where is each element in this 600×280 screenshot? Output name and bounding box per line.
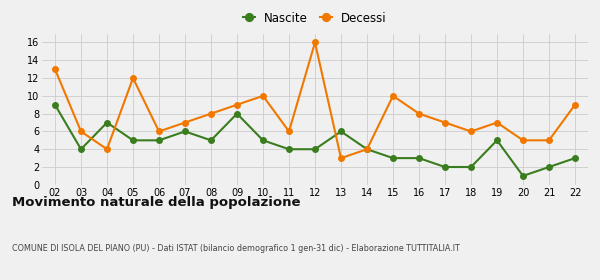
Decessi bbox=[208, 112, 215, 115]
Decessi bbox=[415, 112, 422, 115]
Nascite bbox=[545, 165, 553, 169]
Nascite bbox=[364, 148, 371, 151]
Nascite bbox=[571, 157, 578, 160]
Nascite bbox=[181, 130, 188, 133]
Decessi bbox=[364, 148, 371, 151]
Decessi bbox=[389, 94, 397, 97]
Nascite bbox=[520, 174, 527, 178]
Nascite bbox=[208, 139, 215, 142]
Nascite bbox=[337, 130, 344, 133]
Nascite bbox=[155, 139, 163, 142]
Decessi bbox=[181, 121, 188, 124]
Line: Decessi: Decessi bbox=[52, 40, 578, 161]
Decessi bbox=[442, 121, 449, 124]
Decessi bbox=[286, 130, 293, 133]
Decessi bbox=[77, 130, 85, 133]
Decessi bbox=[493, 121, 500, 124]
Decessi bbox=[103, 148, 110, 151]
Decessi bbox=[130, 76, 137, 80]
Decessi bbox=[233, 103, 241, 106]
Nascite bbox=[233, 112, 241, 115]
Decessi bbox=[259, 94, 266, 97]
Text: COMUNE DI ISOLA DEL PIANO (PU) - Dati ISTAT (bilancio demografico 1 gen-31 dic) : COMUNE DI ISOLA DEL PIANO (PU) - Dati IS… bbox=[12, 244, 460, 253]
Nascite bbox=[442, 165, 449, 169]
Line: Nascite: Nascite bbox=[52, 102, 578, 179]
Text: Movimento naturale della popolazione: Movimento naturale della popolazione bbox=[12, 196, 301, 209]
Nascite bbox=[389, 157, 397, 160]
Decessi bbox=[155, 130, 163, 133]
Nascite bbox=[130, 139, 137, 142]
Nascite bbox=[103, 121, 110, 124]
Nascite bbox=[77, 148, 85, 151]
Nascite bbox=[259, 139, 266, 142]
Decessi bbox=[52, 67, 59, 71]
Nascite bbox=[311, 148, 319, 151]
Nascite bbox=[52, 103, 59, 106]
Decessi bbox=[520, 139, 527, 142]
Nascite bbox=[286, 148, 293, 151]
Decessi bbox=[311, 41, 319, 44]
Decessi bbox=[337, 157, 344, 160]
Nascite bbox=[493, 139, 500, 142]
Decessi bbox=[571, 103, 578, 106]
Decessi bbox=[545, 139, 553, 142]
Legend: Nascite, Decessi: Nascite, Decessi bbox=[243, 12, 387, 25]
Nascite bbox=[415, 157, 422, 160]
Nascite bbox=[467, 165, 475, 169]
Decessi bbox=[467, 130, 475, 133]
